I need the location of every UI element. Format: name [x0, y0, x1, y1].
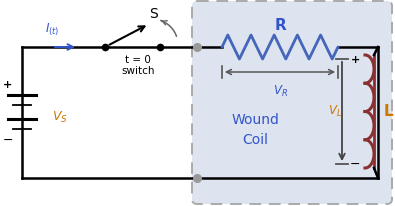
Text: L: L — [383, 104, 393, 119]
FancyBboxPatch shape — [192, 1, 392, 204]
Text: $I_{(t)}$: $I_{(t)}$ — [45, 22, 59, 38]
Text: R: R — [274, 18, 286, 33]
Text: switch: switch — [121, 66, 155, 76]
Text: $V_L$: $V_L$ — [328, 104, 342, 119]
Text: −: − — [350, 158, 360, 171]
Text: Wound
Coil: Wound Coil — [231, 113, 279, 147]
Text: +: + — [4, 80, 13, 89]
Text: $V_S$: $V_S$ — [52, 110, 68, 125]
Text: $V_R$: $V_R$ — [273, 84, 288, 99]
Text: +: + — [350, 55, 359, 65]
Text: S: S — [149, 7, 157, 21]
Text: −: − — [3, 134, 13, 147]
Text: t = 0: t = 0 — [125, 55, 151, 65]
